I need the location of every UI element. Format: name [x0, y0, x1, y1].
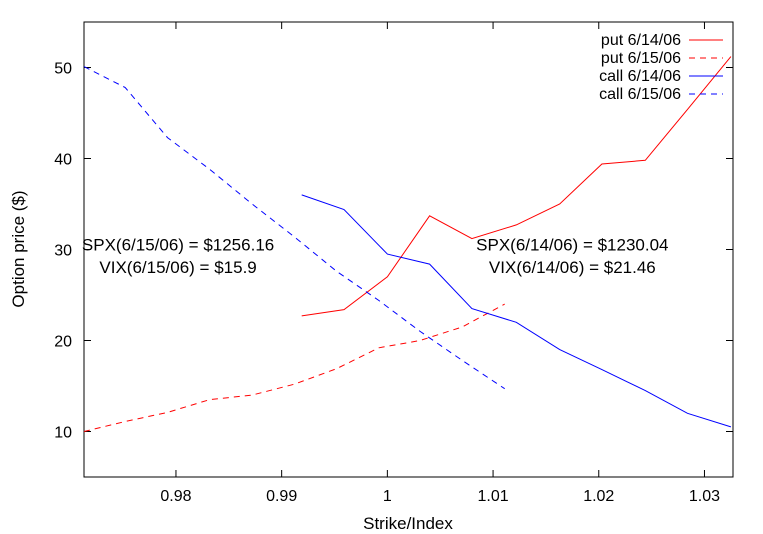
annotation-spx-615: SPX(6/15/06) = $1256.16 — [82, 235, 274, 254]
x-tick-label: 0.99 — [266, 488, 297, 505]
y-tick-label: 30 — [54, 243, 72, 260]
y-tick-label: 50 — [54, 61, 72, 78]
legend-label: put 6/14/06 — [601, 32, 681, 49]
annotation-layer: SPX(6/15/06) = $1256.16 VIX(6/15/06) = $1… — [82, 235, 669, 277]
series-line-call-6-15-06 — [83, 66, 505, 390]
annotation-spx-614: SPX(6/14/06) = $1230.04 — [476, 235, 668, 254]
y-tick-label: 40 — [54, 152, 72, 169]
x-tick-label: 1.02 — [583, 488, 614, 505]
x-tick-label: 0.98 — [160, 488, 191, 505]
y-axis-label: Option price ($) — [9, 190, 28, 307]
legend-label: put 6/15/06 — [601, 50, 681, 67]
series-line-put-6-15-06 — [83, 303, 505, 432]
series-line-call-6-14-06 — [301, 194, 732, 428]
x-axis-label: Strike/Index — [363, 514, 453, 533]
x-tick-label: 1.03 — [689, 488, 720, 505]
annotation-vix-614: VIX(6/14/06) = $21.46 — [489, 258, 656, 277]
y-tick-label: 10 — [54, 425, 72, 442]
series-line-put-6-14-06 — [301, 56, 732, 317]
axis-ticks: 0.98 0.99 1 1.01 1.02 1.03 10 20 30 40 50 — [54, 22, 733, 505]
legend-label: call 6/15/06 — [599, 86, 681, 103]
x-tick-label: 1.01 — [477, 488, 508, 505]
series-layer — [83, 56, 732, 432]
annotation-vix-615: VIX(6/15/06) = $15.9 — [99, 258, 256, 277]
x-tick-label: 1 — [383, 488, 392, 505]
legend-label: call 6/14/06 — [599, 68, 681, 85]
y-tick-label: 20 — [54, 334, 72, 351]
